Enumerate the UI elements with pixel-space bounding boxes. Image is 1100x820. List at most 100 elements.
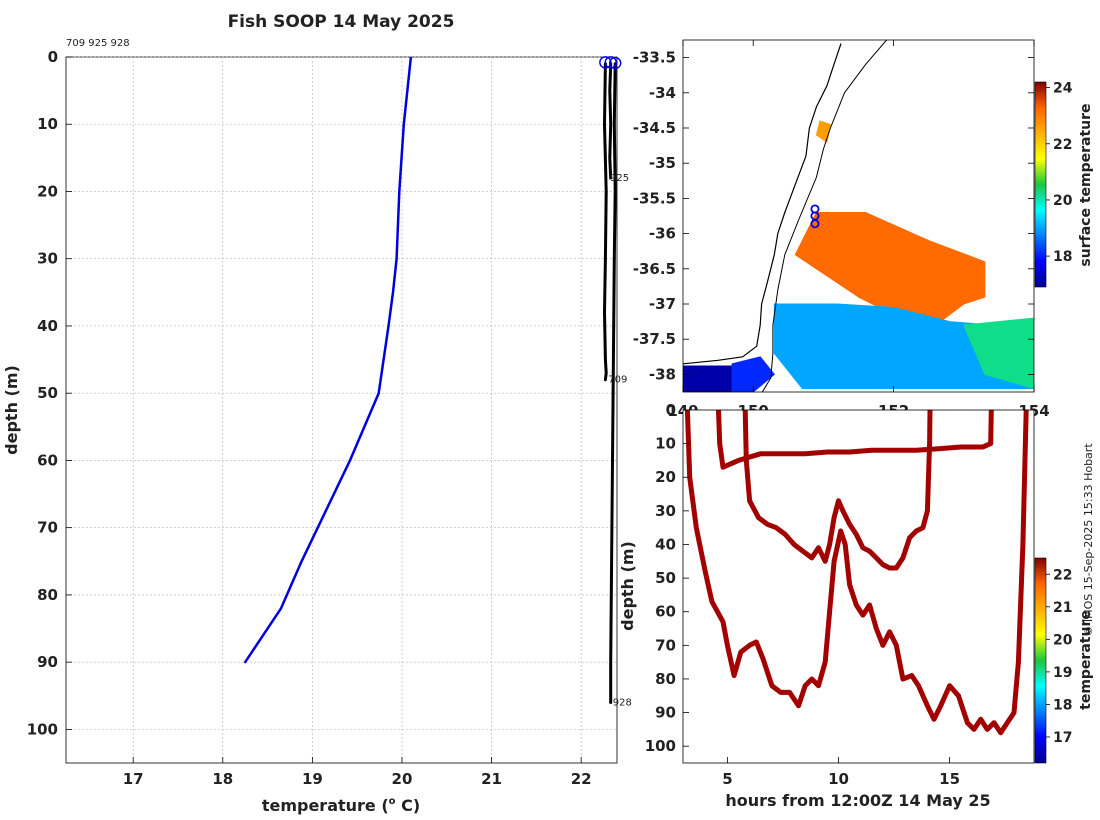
depth-time-y-tick-label-70: 70 xyxy=(655,636,676,654)
map-shelf-contour xyxy=(761,40,887,392)
map-marker-2 xyxy=(810,219,820,229)
map-colorbar-label: surface temperature xyxy=(1078,103,1094,266)
profile-x-tick-label-19: 19 xyxy=(302,770,323,788)
depth-time-colorbar-tick-label-20: 20 xyxy=(1053,632,1073,648)
profile-y-tick-label-20: 20 xyxy=(37,182,58,200)
depth-time-y-tick-label-20: 20 xyxy=(655,468,676,486)
profile-series-line-925 xyxy=(608,62,613,180)
depth-time-colorbar-label: temperature xyxy=(1078,610,1094,710)
map-y-tick-label--36.5: -36.5 xyxy=(633,260,676,278)
credit-text: © IMOS 15-Sep-2025 15:33 Hobart xyxy=(1082,443,1095,637)
map-coastline xyxy=(683,43,842,365)
profile-xlabel-start: temperature ( xyxy=(262,796,389,815)
depth-time-y-tick-label-60: 60 xyxy=(655,603,676,621)
map-y-tick-label--37: -37 xyxy=(649,295,676,313)
map-y-tick-label--36: -36 xyxy=(649,225,676,243)
profile-x-tick-label-21: 21 xyxy=(481,770,502,788)
depth-time-y-tick-label-10: 10 xyxy=(655,435,676,453)
map-y-ticks: -33.5 -34 -34.5 -35 -35.5 -36 -36.5 -37 -37.5 -38 xyxy=(633,49,1034,383)
map-axes-frame xyxy=(682,39,1035,393)
depth-time-colorbar-tick-label-22: 22 xyxy=(1053,567,1072,583)
map-sst-patch-3 xyxy=(683,365,744,392)
profile-y-tick-label-50: 50 xyxy=(37,384,58,402)
profile-x-tick-label-17: 17 xyxy=(123,770,144,788)
depth-time-series xyxy=(684,410,1029,736)
depth-time-chart: 5 10 15 0 10 20 30 40 50 60 70 80 90 100 17 18 19 20 21 2… xyxy=(618,401,1094,810)
map-markers xyxy=(810,204,820,229)
profile-annotation-928: 928 xyxy=(613,697,632,708)
profile-annotation-709: 709 xyxy=(608,375,627,386)
map-colorbar-tick-label-18: 18 xyxy=(1053,249,1072,265)
map-y-tick-label--34.5: -34.5 xyxy=(633,119,676,137)
profile-y-tick-label-10: 10 xyxy=(37,115,58,133)
depth-time-axes-frame xyxy=(682,409,1035,764)
profile-y-ticks: 0 10 20 30 40 50 60 70 80 90 100 xyxy=(27,48,72,738)
map-colorbar xyxy=(1034,81,1047,288)
profile-marker-0 xyxy=(599,56,612,69)
profile-y-tick-label-70: 70 xyxy=(37,519,58,537)
depth-time-colorbar-tick-label-18: 18 xyxy=(1053,697,1072,713)
map-y-tick-label--35: -35 xyxy=(649,154,676,172)
profile-annotations: 925 709 928 xyxy=(608,173,632,708)
map-sst-patches xyxy=(683,120,1034,392)
depth-time-x-tick-label-15: 15 xyxy=(939,770,960,788)
profile-x-tick-label-22: 22 xyxy=(571,770,592,788)
profile-y-tick-label-30: 30 xyxy=(37,250,58,268)
depth-time-xlabel: hours from 12:00Z 14 May 25 xyxy=(725,791,990,810)
map-lines xyxy=(683,40,887,392)
depth-time-x-tick-label-10: 10 xyxy=(828,770,849,788)
profile-grid xyxy=(66,56,617,763)
depth-time-background xyxy=(683,410,1034,763)
map-y-tick-label--35.5: -35.5 xyxy=(633,189,676,207)
profile-series-line-709 xyxy=(603,62,608,382)
map-y-tick-label--33.5: -33.5 xyxy=(633,49,676,67)
map-colorbar-ticks: 18 20 22 24 xyxy=(1046,81,1073,265)
map-sst-patch-4 xyxy=(731,356,775,392)
profile-x-ticks: 17 18 19 20 21 22 xyxy=(123,757,592,788)
map-chart: 149150152154 -33.5-34-34.5-35-35.5-36-36… xyxy=(633,39,1094,420)
depth-time-x-ticks: 5 10 15 xyxy=(722,757,960,788)
profile-xlabel-end: C) xyxy=(396,796,421,815)
depth-time-y-tick-label-80: 80 xyxy=(655,670,676,688)
profile-y-tick-label-90: 90 xyxy=(37,653,58,671)
profile-x-tick-label-18: 18 xyxy=(212,770,233,788)
profile-y-tick-label-100: 100 xyxy=(27,720,58,738)
profile-series-line-mean-profile xyxy=(243,57,413,664)
map-sst-patch-5 xyxy=(815,120,831,143)
depth-time-colorbar-ticks: 17 18 19 20 21 22 xyxy=(1046,567,1073,746)
profile-y-tick-label-60: 60 xyxy=(37,451,58,469)
profile-y-tick-label-0: 0 xyxy=(48,48,58,66)
depth-time-colorbar-tick-label-19: 19 xyxy=(1053,665,1072,681)
depth-time-y-tick-label-50: 50 xyxy=(655,569,676,587)
depth-time-colorbar xyxy=(1034,557,1047,764)
profile-ylabel: depth (m) xyxy=(2,365,21,455)
depth-time-y-tick-label-30: 30 xyxy=(655,502,676,520)
profile-marker-2 xyxy=(609,56,622,70)
profile-series xyxy=(243,57,617,704)
depth-time-colorbar-tick-label-17: 17 xyxy=(1053,730,1072,746)
profile-annotation-925: 925 xyxy=(610,173,629,184)
profile-xlabel-sup: o xyxy=(389,796,396,807)
depth-time-y-ticks: 0 10 20 30 40 50 60 70 80 90 100 xyxy=(645,401,689,755)
depth-time-trace-928 xyxy=(742,410,933,571)
profile-axes-frame xyxy=(65,56,618,764)
depth-time-ylabel: depth (m) xyxy=(618,541,637,631)
map-colorbar-tick-label-22: 22 xyxy=(1053,137,1072,153)
depth-time-y-tick-label-40: 40 xyxy=(655,535,676,553)
depth-time-y-tick-label-0: 0 xyxy=(666,401,676,419)
profile-marker-1 xyxy=(604,56,617,69)
float-ids-label: 709 925 928 xyxy=(66,38,130,49)
map-colorbar-tick-label-20: 20 xyxy=(1053,193,1073,209)
depth-time-y-tick-label-90: 90 xyxy=(655,704,676,722)
map-y-tick-label--34: -34 xyxy=(649,84,676,102)
profile-series-line-928 xyxy=(609,62,617,704)
profile-markers xyxy=(599,56,622,70)
profile-chart: 17 18 19 20 21 22 0 10 20 30 40 50 60 70 80 90 100 925 7… xyxy=(2,48,632,815)
depth-time-trace-709 xyxy=(684,410,1029,736)
profile-y-tick-label-40: 40 xyxy=(37,317,58,335)
profile-y-tick-label-80: 80 xyxy=(37,586,58,604)
depth-time-x-tick-label-5: 5 xyxy=(722,770,732,788)
profile-x-tick-label-20: 20 xyxy=(392,770,413,788)
map-y-tick-label--38: -38 xyxy=(649,365,676,383)
map-sst-patch-2 xyxy=(963,317,1034,389)
